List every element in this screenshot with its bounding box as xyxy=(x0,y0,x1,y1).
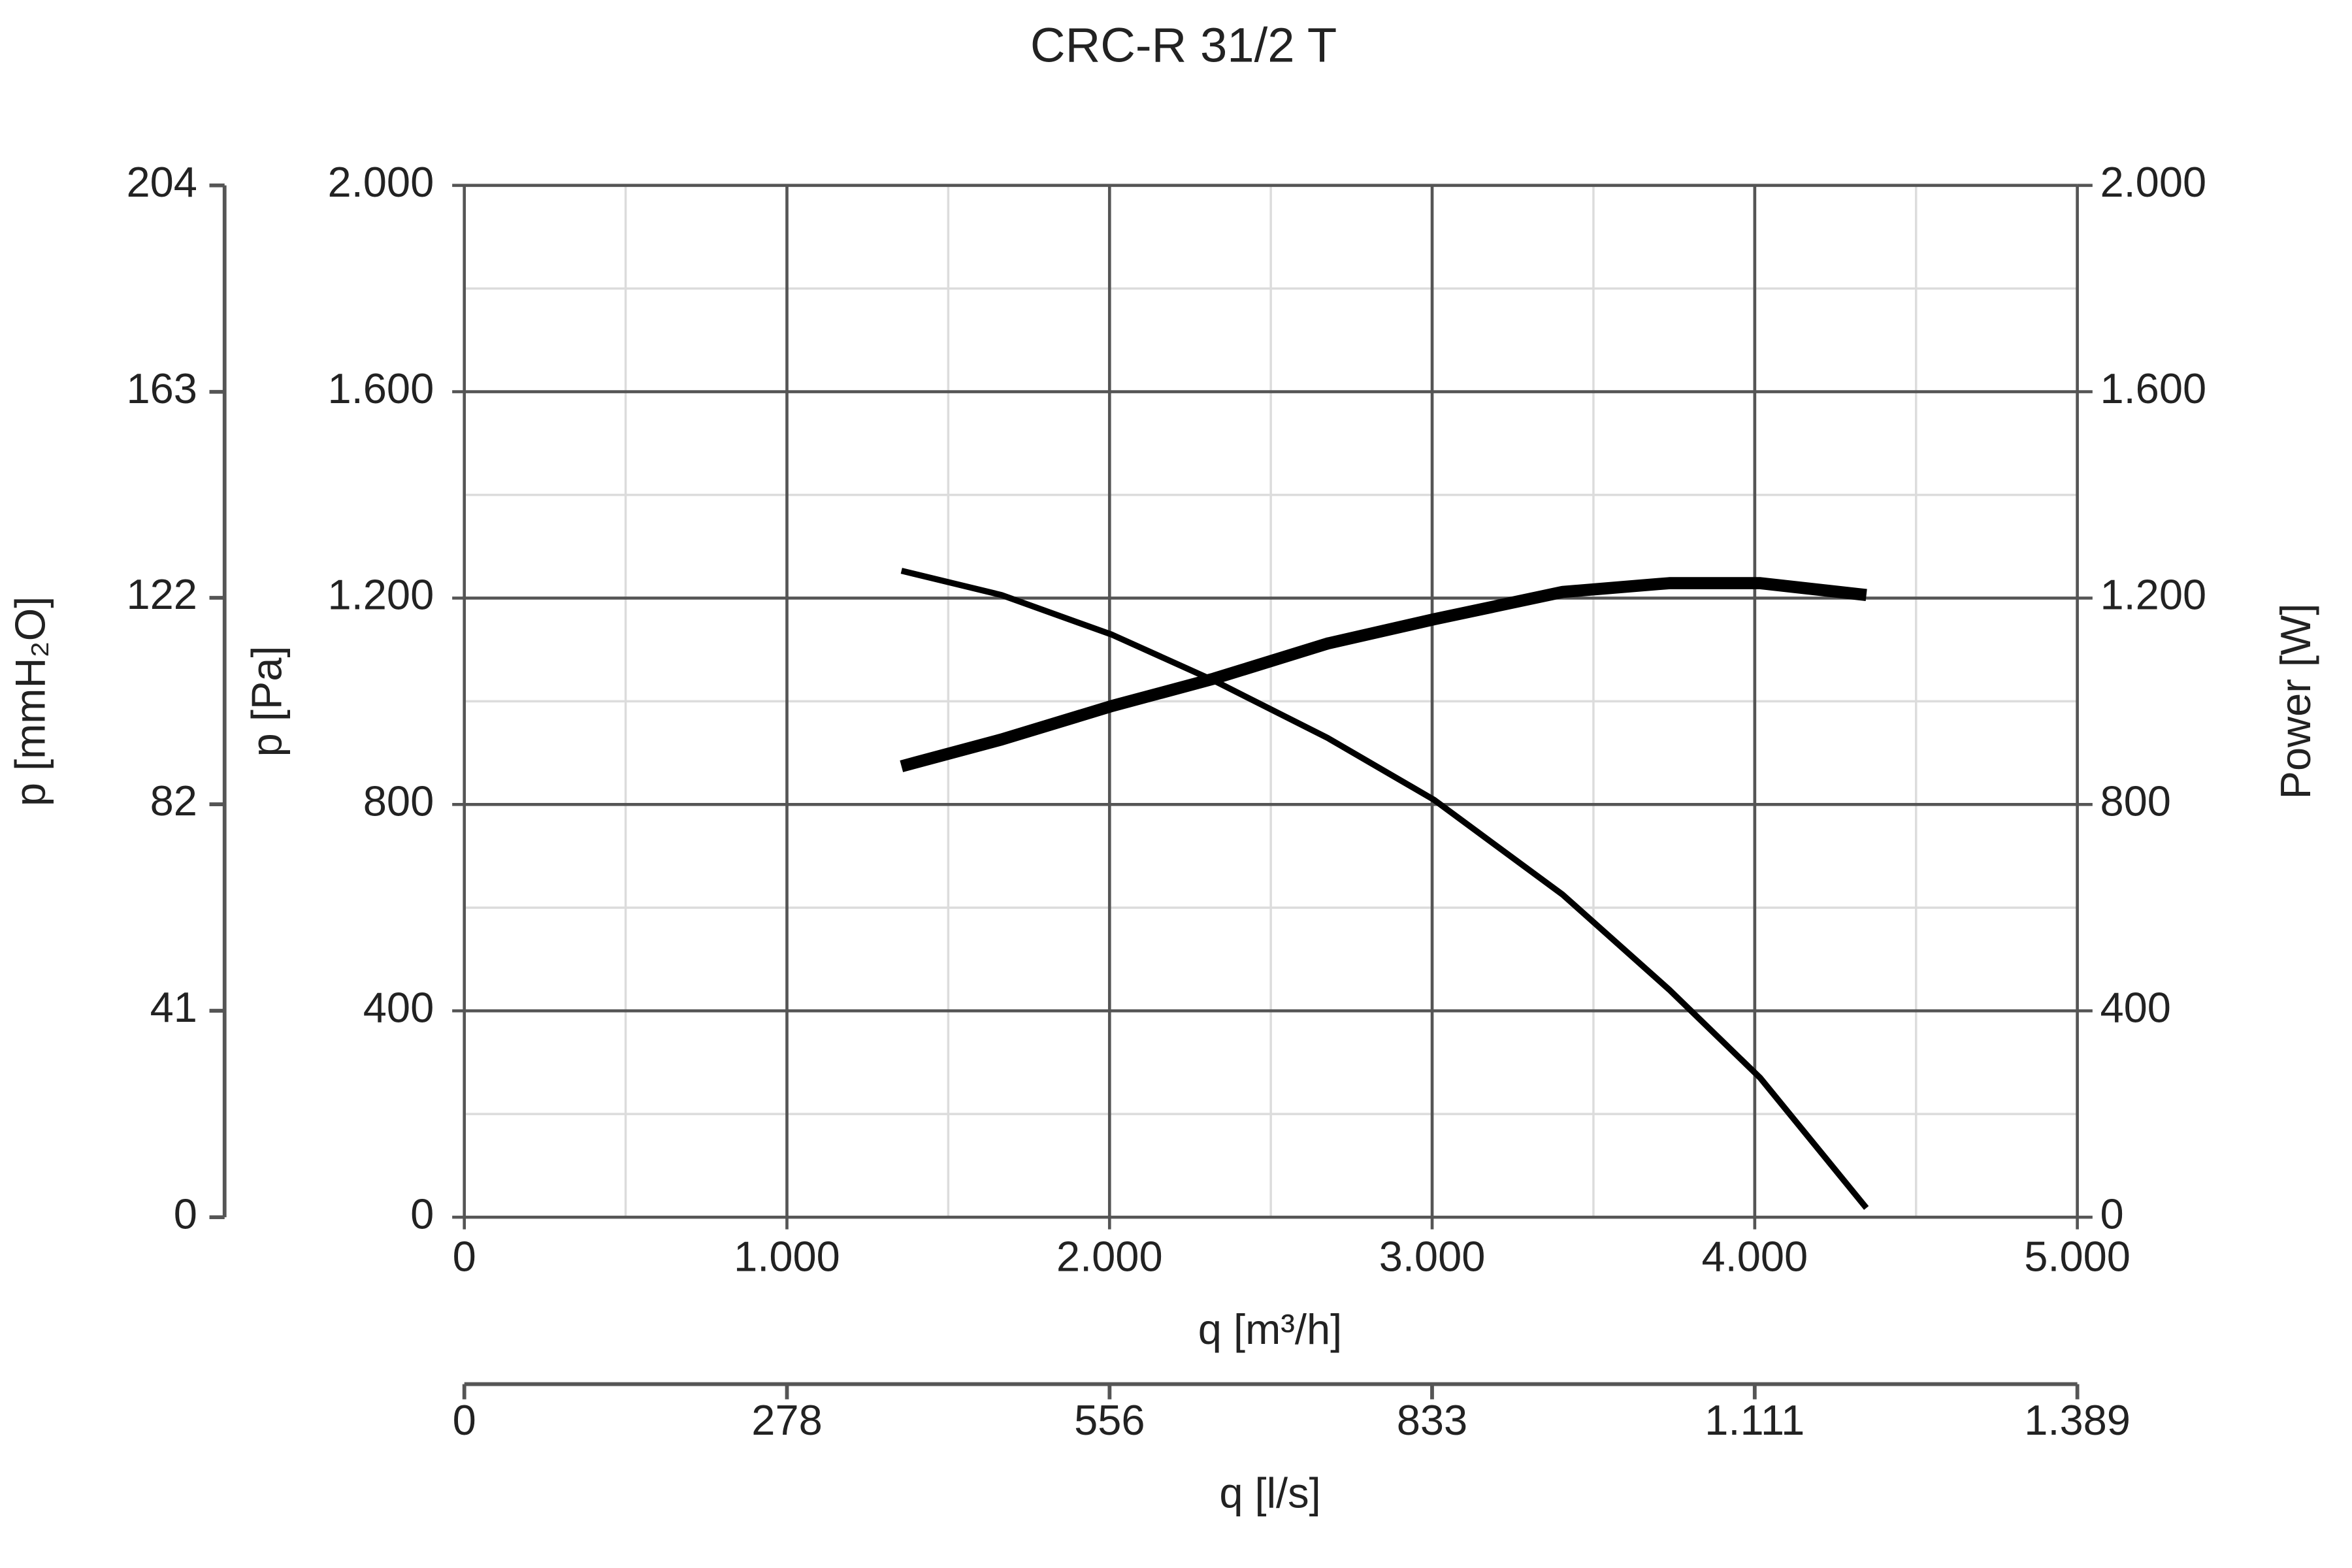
y3-axis-label: p [mmH₂O] xyxy=(6,596,54,806)
y2-tick-label: 400 xyxy=(2100,983,2170,1031)
pressure-curve xyxy=(900,568,1869,1210)
y3-tick-label: 122 xyxy=(126,570,197,618)
y-tick-label: 400 xyxy=(363,983,434,1031)
y-tick-label: 0 xyxy=(410,1190,434,1237)
y3-tick-label: 82 xyxy=(150,777,197,825)
y2-tick-label: 1.200 xyxy=(2100,571,2206,619)
power-curve xyxy=(900,577,1867,772)
y3-tick-label: 204 xyxy=(126,158,197,206)
y2-tick-label: 2.000 xyxy=(2100,158,2206,206)
x2-tick-label: 278 xyxy=(751,1396,822,1444)
y3-tick-label: 41 xyxy=(150,983,197,1031)
y-tick-label: 1.600 xyxy=(328,365,434,412)
y-tick-label: 2.000 xyxy=(328,158,434,206)
x2-tick-label: 1.389 xyxy=(2024,1396,2131,1444)
y2-axis-label: Power [W] xyxy=(2272,603,2319,799)
x2-tick-label: 0 xyxy=(453,1396,476,1444)
x-axis-label: q [m³/h] xyxy=(1198,1305,1342,1353)
y-axis-label: p [Pa] xyxy=(243,645,291,757)
y2-tick-label: 800 xyxy=(2100,777,2170,825)
x2-tick-label: 1.111 xyxy=(1705,1396,1805,1444)
x2-tick-label: 556 xyxy=(1074,1396,1145,1444)
x2-tick-label: 833 xyxy=(1397,1396,1467,1444)
x2-axis-label: q [l/s] xyxy=(1219,1469,1320,1517)
chart-title: CRC-R 31/2 T xyxy=(1030,18,1337,72)
y3-tick-label: 0 xyxy=(174,1190,197,1237)
x-tick-label: 3.000 xyxy=(1379,1232,1486,1280)
y-tick-label: 1.200 xyxy=(328,571,434,619)
y2-tick-label: 1.600 xyxy=(2100,365,2206,412)
x-tick-label: 2.000 xyxy=(1056,1232,1163,1280)
x-tick-label: 5.000 xyxy=(2024,1232,2131,1280)
y-tick-label: 800 xyxy=(363,777,434,825)
y3-tick-label: 163 xyxy=(126,365,197,412)
x-tick-label: 0 xyxy=(453,1232,476,1280)
x-tick-label: 1.000 xyxy=(734,1232,840,1280)
y2-tick-label: 0 xyxy=(2100,1190,2123,1237)
x-tick-label: 4.000 xyxy=(1701,1232,1808,1280)
